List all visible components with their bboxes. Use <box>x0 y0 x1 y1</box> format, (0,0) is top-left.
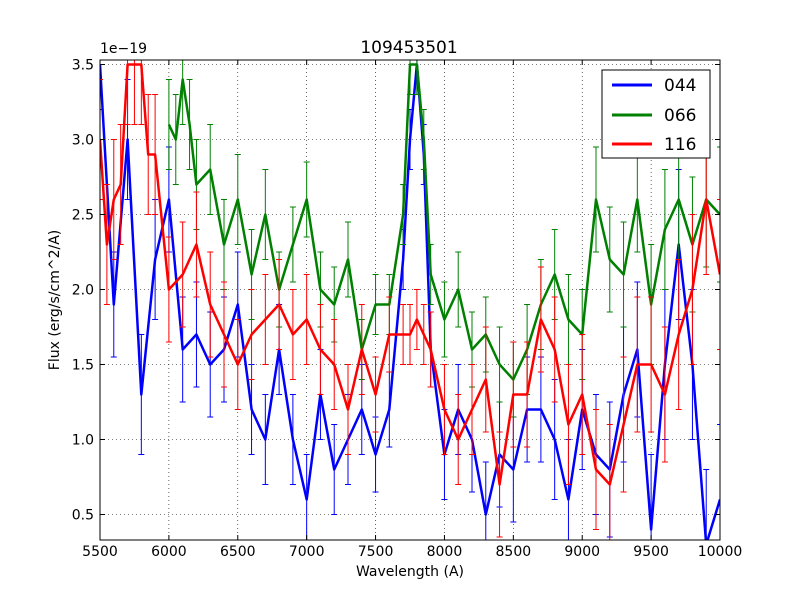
x-tick-label: 6000 <box>151 544 187 560</box>
x-tick-label: 9000 <box>564 544 600 560</box>
y-tick-label: 0.5 <box>72 508 94 524</box>
series-layer <box>100 60 720 540</box>
y-tick-label: 1.5 <box>72 358 94 374</box>
x-tick-label: 7000 <box>289 544 325 560</box>
x-tick-label: 8000 <box>427 544 463 560</box>
x-tick-label: 8500 <box>496 544 532 560</box>
series-line-044 <box>100 63 720 540</box>
x-axis-label: Wavelength (A) <box>356 564 464 580</box>
y-offset-label: 1e−19 <box>100 41 147 57</box>
y-tick-label: 3.5 <box>72 58 94 74</box>
y-tick-label: 2.5 <box>72 208 94 224</box>
x-tick-label: 7500 <box>358 544 394 560</box>
legend-label-044: 044 <box>664 76 696 96</box>
plot-frame <box>99 59 721 541</box>
legend: 044 066 116 <box>601 69 711 159</box>
axis-ticks: 5500 6000 6500 7000 7500 8000 8500 9000 9500 1000… <box>72 58 743 561</box>
y-tick-label: 3.0 <box>72 133 94 149</box>
legend-label-066: 066 <box>664 106 696 126</box>
legend-label-116: 116 <box>664 135 696 155</box>
y-axis-label: Flux (erg/s/cm^2/A) <box>47 230 63 370</box>
y-tick-label: 1.0 <box>72 433 94 449</box>
series-116 <box>100 60 720 540</box>
y-tick-label: 2.0 <box>72 283 94 299</box>
series-line-116 <box>100 63 720 486</box>
x-tick-label: 9500 <box>633 544 669 560</box>
chart-title: 109453501 <box>360 38 457 58</box>
x-tick-label: 10000 <box>698 544 743 560</box>
series-line-066 <box>167 63 720 381</box>
x-tick-label: 6500 <box>220 544 256 560</box>
x-tick-label: 5500 <box>82 544 118 560</box>
